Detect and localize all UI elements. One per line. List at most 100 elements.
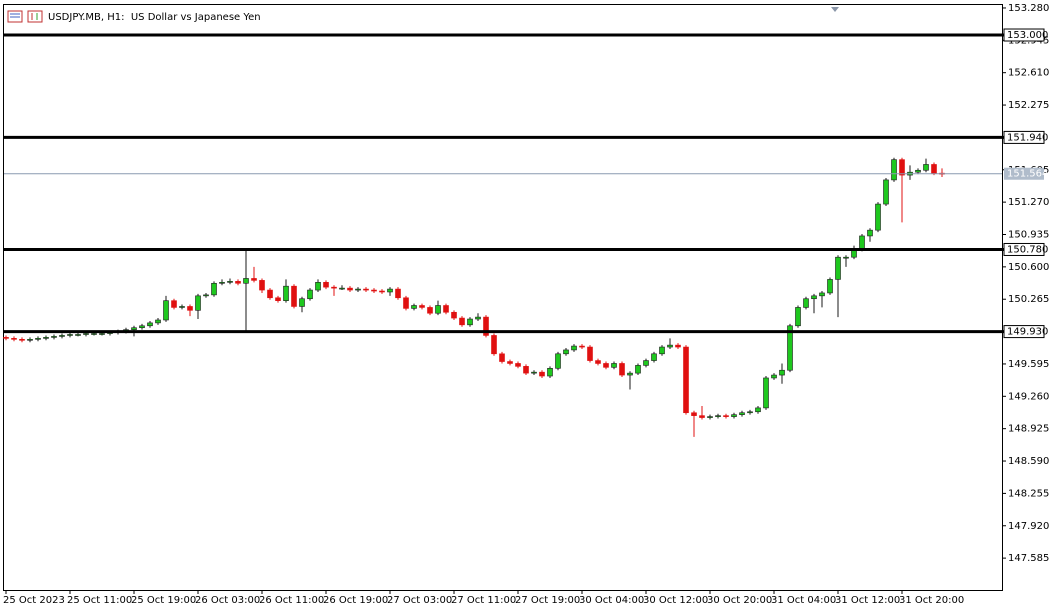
candle-body — [603, 363, 609, 368]
candle-body — [891, 159, 897, 181]
candle-body — [347, 287, 353, 291]
level-label-box — [1003, 28, 1045, 42]
x-tick-label: 31 Oct 20:00 — [899, 595, 964, 606]
candle-body — [555, 353, 561, 369]
candle-body — [275, 297, 281, 301]
candle-body — [579, 345, 585, 348]
candle-body — [611, 363, 617, 368]
candle-body — [859, 235, 865, 250]
candle-body — [595, 360, 601, 364]
candle-body — [523, 366, 529, 374]
candle-body — [267, 289, 273, 299]
candle-body — [435, 305, 441, 314]
candle-body — [571, 345, 577, 351]
candle-body — [707, 416, 713, 418]
y-tick-label: 150.935 — [1008, 229, 1049, 240]
candle-body — [547, 367, 553, 377]
candle-body — [251, 278, 257, 281]
candle-body — [427, 307, 433, 314]
candle-body — [75, 334, 81, 336]
y-tick-label: 147.920 — [1008, 521, 1049, 532]
candle-body — [467, 318, 473, 326]
candle-body — [43, 337, 49, 339]
x-tick-label: 26 Oct 03:00 — [195, 595, 260, 606]
x-tick-label: 31 Oct 04:00 — [771, 595, 836, 606]
level-label: 151.940 — [1007, 132, 1048, 143]
candle-body — [691, 412, 697, 416]
candle-body — [299, 298, 305, 307]
candle-body — [779, 369, 785, 376]
candle-body — [403, 297, 409, 309]
shift-marker — [831, 7, 839, 12]
candle-body — [835, 256, 841, 280]
candle-body — [931, 164, 937, 174]
x-tick-label: 30 Oct 12:00 — [643, 595, 708, 606]
candle-body — [483, 316, 489, 336]
y-tick-label: 152.275 — [1008, 100, 1049, 111]
candle-body — [531, 371, 537, 374]
candle-body — [355, 288, 361, 291]
current-price-box — [1004, 167, 1044, 180]
y-tick-label: 147.585 — [1008, 553, 1049, 564]
candle-body — [499, 353, 505, 362]
candle-body — [635, 365, 641, 374]
candle-body — [187, 306, 193, 311]
y-tick-label: 152.610 — [1008, 68, 1049, 79]
candle-body — [915, 169, 921, 173]
y-tick-label: 148.255 — [1008, 488, 1049, 499]
candle-body — [459, 317, 465, 326]
candle-body — [203, 294, 209, 297]
x-tick-label: 31 Oct 12:00 — [835, 595, 900, 606]
x-tick-label: 25 Oct 2023 — [3, 595, 65, 606]
candle-body — [763, 377, 769, 409]
y-tick-label: 149.595 — [1008, 359, 1049, 370]
candle-body — [659, 346, 665, 355]
plot-frame — [3, 4, 1003, 591]
candle-body — [627, 372, 633, 376]
candle-body — [491, 335, 497, 355]
candle-body — [99, 333, 105, 335]
candle-body — [27, 339, 33, 341]
candle-body — [803, 298, 809, 308]
level-label-box — [1003, 242, 1045, 256]
candle-body — [899, 159, 905, 176]
candle-body — [35, 338, 41, 340]
candle-body — [163, 300, 169, 321]
candle-body — [155, 319, 161, 324]
x-tick-label: 30 Oct 20:00 — [707, 595, 772, 606]
x-tick-label: 27 Oct 19:00 — [515, 595, 580, 606]
candle-body — [235, 281, 241, 284]
candle-body — [451, 311, 457, 319]
candle-body — [339, 287, 345, 290]
candle-body — [387, 288, 393, 293]
candle-body — [259, 280, 265, 291]
x-tick-label: 27 Oct 03:00 — [387, 595, 452, 606]
candle-body — [619, 363, 625, 376]
candle-body — [11, 338, 17, 340]
candle-body — [507, 361, 513, 364]
candle-body — [171, 300, 177, 308]
x-tick-label: 26 Oct 11:00 — [259, 595, 324, 606]
candle-body — [195, 295, 201, 311]
candle-body — [699, 415, 705, 418]
level-label: 149.930 — [1007, 327, 1048, 338]
candle-body — [67, 334, 73, 336]
candle-body — [723, 415, 729, 417]
candle-body — [139, 325, 145, 329]
candle-body — [147, 322, 153, 327]
candle-body — [643, 360, 649, 366]
candle-body — [419, 305, 425, 308]
candle-body — [315, 282, 321, 291]
y-tick-label: 150.265 — [1008, 294, 1049, 305]
level-label-box — [1003, 130, 1045, 144]
candle-body — [811, 295, 817, 300]
candle-body — [443, 305, 449, 313]
candle-body — [755, 407, 761, 413]
candle-body — [379, 290, 385, 293]
candle-body — [475, 316, 481, 320]
candle-body — [395, 288, 401, 299]
level-label: 150.780 — [1007, 244, 1048, 255]
candle-body — [51, 336, 57, 338]
